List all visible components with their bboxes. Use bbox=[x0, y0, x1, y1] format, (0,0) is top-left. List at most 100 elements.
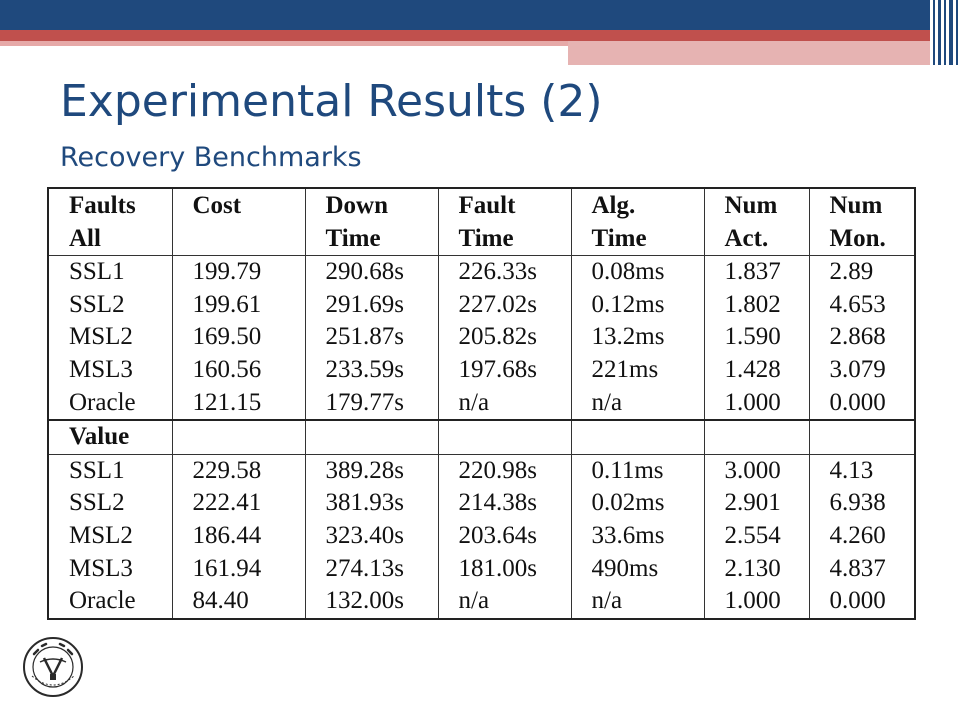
slide-title: Experimental Results (2) bbox=[60, 76, 603, 127]
table-cell: 84.40 bbox=[171, 585, 306, 619]
table-cell: 132.00s bbox=[304, 585, 439, 619]
header-bar-pink-strip bbox=[0, 41, 568, 46]
table-cell: 4.260 bbox=[808, 519, 916, 553]
table-row: SSL1 229.58 389.28s 220.98s 0.11ms 3.000… bbox=[47, 454, 916, 488]
table-cell: n/a bbox=[570, 386, 705, 421]
table-cell: 186.44 bbox=[171, 519, 306, 553]
table-cell: MSL3 bbox=[47, 552, 173, 586]
table-cell: MSL3 bbox=[47, 353, 173, 387]
table-cell: SSL1 bbox=[47, 454, 173, 488]
table-cell: 2.89 bbox=[808, 255, 916, 289]
table-cell: 251.87s bbox=[304, 321, 439, 354]
table-cell: 490ms bbox=[570, 552, 705, 586]
column-header: Down Time bbox=[304, 188, 439, 257]
table-cell: 2.130 bbox=[703, 552, 810, 586]
column-header: Num Act. bbox=[703, 188, 810, 257]
table-cell: 205.82s bbox=[437, 321, 572, 354]
results-table: Faults All Cost Down Time Fault Time Alg. Ti… bbox=[47, 187, 916, 620]
table-cell: 3.000 bbox=[703, 454, 810, 488]
table-cell: 179.77s bbox=[304, 386, 439, 421]
table-cell: 0.000 bbox=[808, 585, 916, 619]
table-cell: SSL2 bbox=[47, 288, 173, 322]
table-cell: MSL2 bbox=[47, 519, 173, 553]
table-cell bbox=[437, 419, 572, 455]
university-seal-icon bbox=[23, 637, 83, 697]
table-cell: 3.079 bbox=[808, 353, 916, 387]
table-cell: n/a bbox=[437, 585, 572, 619]
table-cell: n/a bbox=[570, 585, 705, 619]
table-cell: 0.02ms bbox=[570, 487, 705, 520]
table-cell: 160.56 bbox=[171, 353, 306, 387]
table-row: MSL3 161.94 274.13s 181.00s 490ms 2.130 … bbox=[47, 552, 916, 586]
table-cell: 274.13s bbox=[304, 552, 439, 586]
table-cell: 4.653 bbox=[808, 288, 916, 322]
table-cell: 199.61 bbox=[171, 288, 306, 322]
table-cell bbox=[808, 419, 916, 455]
table-cell: 199.79 bbox=[171, 255, 306, 289]
table-row: Oracle 84.40 132.00s n/a n/a 1.000 0.000 bbox=[47, 585, 916, 619]
table-cell: n/a bbox=[437, 386, 572, 421]
table-cell: 2.554 bbox=[703, 519, 810, 553]
header-bar-pink-block bbox=[568, 41, 930, 65]
table-cell: 291.69s bbox=[304, 288, 439, 322]
header-vertical-lines bbox=[930, 0, 960, 65]
table-cell: 169.50 bbox=[171, 321, 306, 354]
table-cell: 0.000 bbox=[808, 386, 916, 421]
header-bar-navy bbox=[0, 0, 930, 30]
table-cell: 4.837 bbox=[808, 552, 916, 586]
table-cell: 161.94 bbox=[171, 552, 306, 586]
table-cell: 13.2ms bbox=[570, 321, 705, 354]
table-cell: Oracle bbox=[47, 386, 173, 421]
table-cell: 1.590 bbox=[703, 321, 810, 354]
table-cell bbox=[703, 419, 810, 455]
header-bar-red bbox=[0, 30, 930, 41]
table-row: SSL2 199.61 291.69s 227.02s 0.12ms 1.802… bbox=[47, 288, 916, 322]
table-cell: MSL2 bbox=[47, 321, 173, 354]
table-row: MSL2 169.50 251.87s 205.82s 13.2ms 1.590… bbox=[47, 321, 916, 354]
table-cell: 381.93s bbox=[304, 487, 439, 520]
table-row: SSL2 222.41 381.93s 214.38s 0.02ms 2.901… bbox=[47, 487, 916, 520]
table-cell: 4.13 bbox=[808, 454, 916, 488]
table-cell: 1.000 bbox=[703, 585, 810, 619]
table-cell: 2.901 bbox=[703, 487, 810, 520]
table-cell: 290.68s bbox=[304, 255, 439, 289]
column-header: Faults All bbox=[47, 188, 173, 257]
table-cell: 1.428 bbox=[703, 353, 810, 387]
table-row: MSL3 160.56 233.59s 197.68s 221ms 1.428 … bbox=[47, 353, 916, 387]
table-cell: 389.28s bbox=[304, 454, 439, 488]
table-cell: 221ms bbox=[570, 353, 705, 387]
table-cell: Oracle bbox=[47, 585, 173, 619]
table-cell: 1.802 bbox=[703, 288, 810, 322]
table-cell: SSL1 bbox=[47, 255, 173, 289]
table-cell: 1.000 bbox=[703, 386, 810, 421]
table-cell: 0.11ms bbox=[570, 454, 705, 488]
table-cell: 197.68s bbox=[437, 353, 572, 387]
column-header: Alg. Time bbox=[570, 188, 705, 257]
table-cell: 220.98s bbox=[437, 454, 572, 488]
table-cell: 181.00s bbox=[437, 552, 572, 586]
table-cell: 203.64s bbox=[437, 519, 572, 553]
table-row: SSL1 199.79 290.68s 226.33s 0.08ms 1.837… bbox=[47, 255, 916, 289]
table-header-row: Faults All Cost Down Time Fault Time Alg. Ti… bbox=[47, 188, 916, 257]
table-cell: 1.837 bbox=[703, 255, 810, 289]
table-cell: 233.59s bbox=[304, 353, 439, 387]
table-cell: 0.08ms bbox=[570, 255, 705, 289]
table-cell: 227.02s bbox=[437, 288, 572, 322]
table-cell: 0.12ms bbox=[570, 288, 705, 322]
column-header: Cost bbox=[171, 188, 306, 257]
column-header: Fault Time bbox=[437, 188, 572, 257]
table-cell bbox=[171, 419, 306, 455]
table-cell: 121.15 bbox=[171, 386, 306, 421]
column-header: Num Mon. bbox=[808, 188, 916, 257]
table-cell: SSL2 bbox=[47, 487, 173, 520]
table-cell: 214.38s bbox=[437, 487, 572, 520]
table-row: Oracle 121.15 179.77s n/a n/a 1.000 0.00… bbox=[47, 386, 916, 421]
table-cell bbox=[304, 419, 439, 455]
table-cell: 229.58 bbox=[171, 454, 306, 488]
table-cell bbox=[570, 419, 705, 455]
table-cell: 33.6ms bbox=[570, 519, 705, 553]
section-label: Value bbox=[47, 419, 173, 455]
table-cell: 226.33s bbox=[437, 255, 572, 289]
slide-subtitle: Recovery Benchmarks bbox=[60, 142, 362, 173]
section-header-row: Value bbox=[47, 419, 916, 455]
